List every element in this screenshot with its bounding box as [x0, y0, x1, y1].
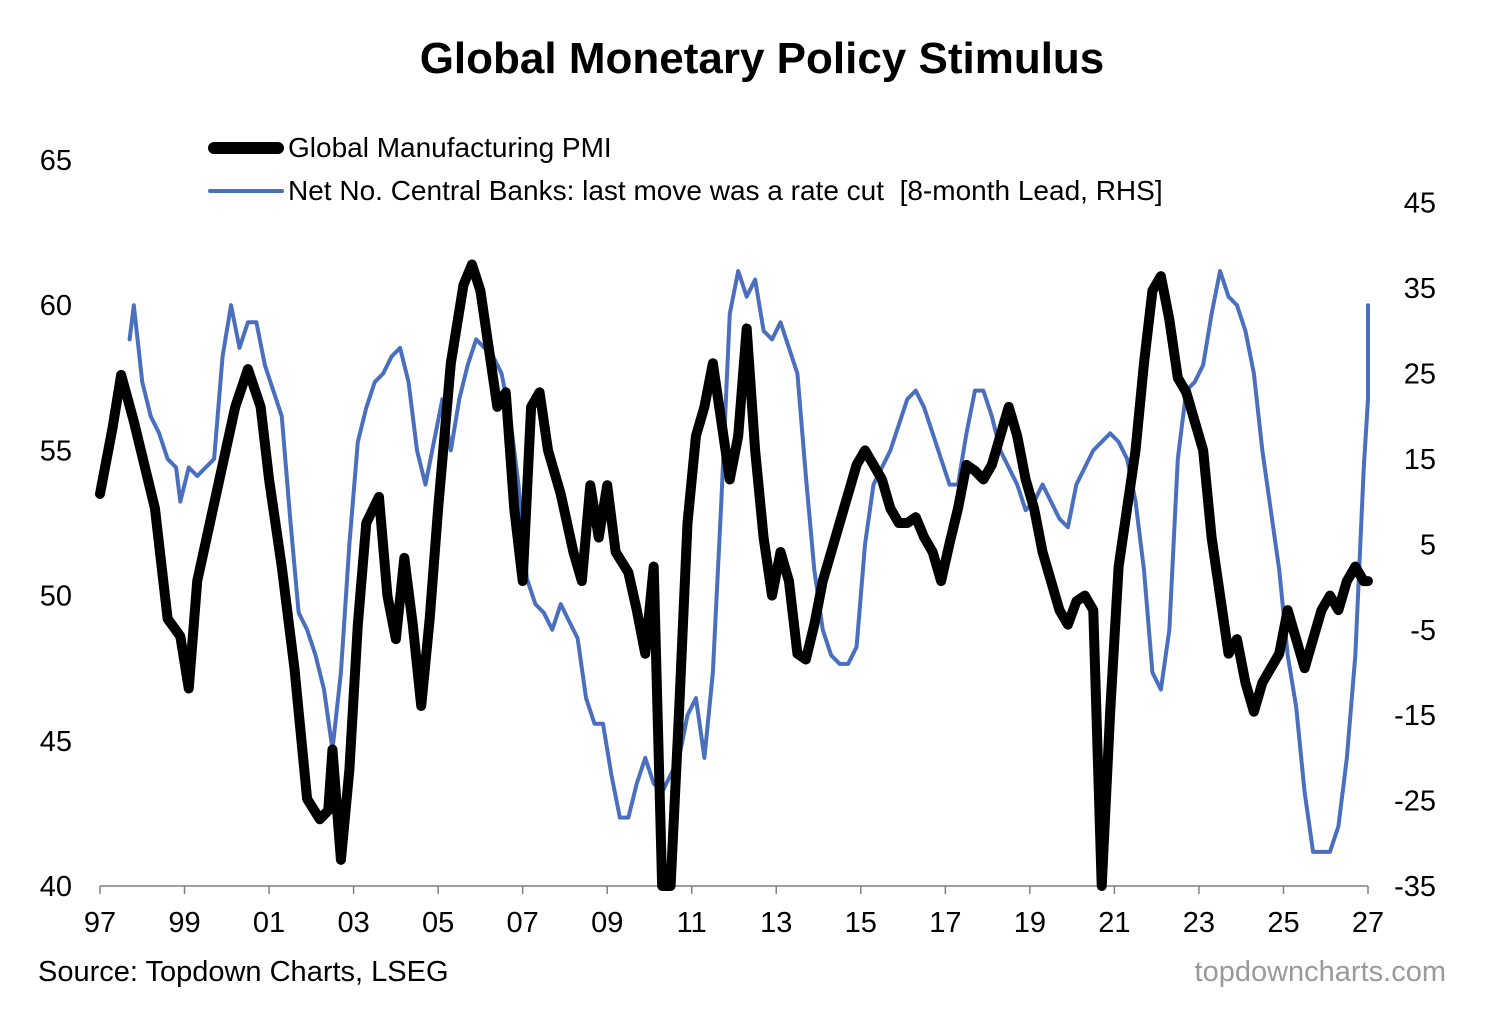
x-tick-label: 99 — [168, 907, 200, 939]
x-tick-label: 23 — [1183, 907, 1215, 939]
left-y-tick-label: 45 — [40, 726, 72, 758]
left-axis-ticks: 40 45 50 55 60 65 — [40, 145, 72, 903]
right-y-tick-label: 5 — [1420, 529, 1436, 561]
chart-title: Global Monetary Policy Stimulus — [419, 34, 1105, 83]
legend-swatch-pmi — [208, 141, 284, 154]
legend-label-central-banks: Net No. Central Banks: last move was a r… — [288, 174, 1163, 206]
left-y-tick-label: 60 — [40, 290, 72, 322]
right-axis-ticks: -35 -25 -15 -5 5 15 25 35 45 — [1394, 188, 1436, 903]
source-note: Source: Topdown Charts, LSEG — [38, 956, 449, 988]
legend: Global Manufacturing PMI Net No. Central… — [208, 126, 1163, 212]
x-tick-label: 07 — [507, 907, 539, 939]
x-tick-label: 13 — [760, 907, 792, 939]
series-central-banks — [127, 269, 1370, 854]
x-tick-label: 03 — [337, 907, 369, 939]
x-tick-label: 27 — [1352, 907, 1384, 939]
x-tick-label: 21 — [1098, 907, 1130, 939]
legend-label-pmi: Global Manufacturing PMI — [288, 131, 612, 163]
x-tick-label: 97 — [84, 907, 116, 939]
x-tick-label: 19 — [1014, 907, 1046, 939]
left-y-tick-label: 50 — [40, 581, 72, 613]
series-pmi — [95, 259, 1373, 891]
left-y-tick-label: 40 — [40, 871, 72, 903]
right-y-tick-label: 45 — [1404, 188, 1436, 220]
left-y-tick-label: 65 — [40, 145, 72, 177]
right-y-tick-label: -25 — [1394, 786, 1436, 818]
x-tick-label: 09 — [591, 907, 623, 939]
right-y-tick-label: 15 — [1404, 444, 1436, 476]
central-banks-line — [127, 269, 1370, 854]
right-y-tick-label: 25 — [1404, 359, 1436, 391]
legend-swatch-central-banks — [208, 188, 284, 193]
right-y-tick-label: -5 — [1410, 615, 1436, 647]
right-y-tick-label: 35 — [1404, 273, 1436, 305]
x-tick-label: 17 — [929, 907, 961, 939]
legend-item-central-banks: Net No. Central Banks: last move was a r… — [208, 169, 1163, 212]
pmi-line — [95, 259, 1373, 891]
x-tick-label: 05 — [422, 907, 454, 939]
right-y-tick-label: -35 — [1394, 871, 1436, 903]
legend-item-pmi: Global Manufacturing PMI — [208, 126, 1163, 169]
left-y-tick-label: 55 — [40, 435, 72, 467]
x-tick-label: 15 — [845, 907, 877, 939]
right-y-tick-label: -15 — [1394, 700, 1436, 732]
x-tick-label: 01 — [253, 907, 285, 939]
x-tick-label: 11 — [677, 907, 707, 939]
watermark: topdowncharts.com — [1194, 956, 1446, 988]
x-axis-ticks: 97 99 01 03 05 07 09 11 13 15 17 19 21 23 25 27 — [84, 886, 1384, 939]
x-tick-label: 25 — [1267, 907, 1299, 939]
